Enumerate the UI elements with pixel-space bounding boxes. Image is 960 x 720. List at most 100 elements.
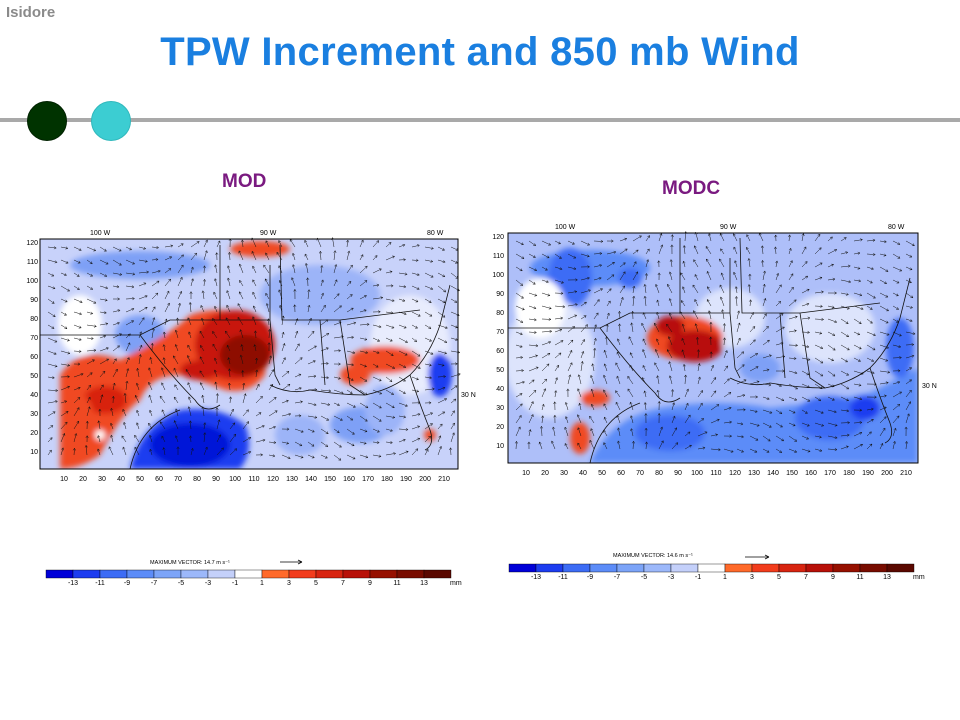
wind-arrow [213, 369, 218, 378]
wind-arrow [681, 338, 686, 346]
wind-arrow [710, 390, 717, 398]
wind-arrow [320, 319, 329, 326]
wind-arrow [385, 337, 393, 342]
wind-arrow [123, 422, 127, 430]
wind-arrow [567, 278, 578, 282]
wind-arrow [307, 454, 315, 459]
wind-arrow [775, 422, 783, 428]
wind-arrow [437, 398, 447, 404]
wind-arrow [762, 396, 770, 400]
wind-arrow [187, 406, 192, 417]
wind-arrow [617, 440, 621, 450]
wind-arrow [892, 279, 900, 284]
svg-text:110: 110 [248, 476, 259, 483]
wind-arrow [255, 412, 262, 417]
wind-arrow [276, 252, 283, 261]
wind-arrow [229, 448, 237, 456]
wind-arrow [554, 279, 564, 284]
svg-text:-11: -11 [95, 580, 105, 587]
wind-arrow [359, 265, 368, 274]
wind-arrow [149, 357, 153, 365]
wind-arrow [60, 285, 70, 292]
wind-arrow [721, 309, 725, 320]
svg-text:110: 110 [710, 470, 721, 477]
wind-arrow [73, 420, 80, 430]
wind-arrow [125, 272, 136, 276]
svg-text:90: 90 [496, 291, 504, 298]
wind-arrow [450, 285, 460, 292]
wind-arrow [73, 337, 82, 341]
wind-arrow [437, 324, 448, 329]
wind-arrow [199, 382, 205, 391]
wind-arrow [528, 344, 539, 348]
wind-arrow [554, 253, 562, 259]
wind-arrow [577, 374, 582, 385]
wind-arrow [214, 357, 218, 365]
wind-arrow [577, 442, 582, 450]
wind-arrow [99, 384, 104, 391]
wind-arrow [619, 285, 625, 294]
wind-arrow [762, 368, 770, 372]
wind-arrow [632, 261, 637, 268]
wind-arrow [788, 287, 794, 294]
wind-arrow [591, 363, 595, 372]
wind-arrow [515, 356, 523, 360]
wind-arrow [671, 389, 675, 398]
wind-arrow [541, 329, 552, 333]
wind-arrow [697, 418, 704, 424]
wind-arrow [47, 411, 56, 417]
wind-arrow [450, 422, 455, 430]
wind-vectors [47, 237, 461, 461]
wind-arrow [73, 324, 82, 329]
wind-arrow [216, 240, 221, 248]
wind-arrow [214, 381, 218, 391]
wind-arrow [73, 386, 81, 391]
wind-arrow [680, 272, 686, 281]
wind-arrow [385, 311, 394, 315]
wind-arrow [241, 370, 245, 378]
svg-text:-1: -1 [232, 580, 238, 587]
wind-arrow [593, 239, 604, 243]
wind-arrow [853, 396, 863, 401]
wind-arrow [840, 370, 849, 376]
svg-text:9: 9 [831, 574, 835, 581]
wind-arrow [86, 298, 97, 304]
wind-arrow [97, 448, 101, 456]
wind-arrow [564, 402, 569, 411]
wind-arrow [151, 269, 161, 274]
wind-arrow [905, 318, 913, 322]
wind-arrow [697, 446, 706, 450]
wind-arrow [307, 441, 315, 447]
svg-text:140: 140 [305, 476, 317, 483]
wind-arrow [47, 272, 55, 277]
wind-arrow [616, 338, 621, 346]
wind-arrow [684, 414, 691, 424]
svg-text:210: 210 [900, 470, 912, 477]
wind-arrow [515, 369, 524, 373]
wind-arrow [719, 258, 725, 268]
wind-arrow [541, 341, 551, 346]
wind-arrow [255, 396, 263, 404]
wind-arrow [73, 311, 82, 316]
wind-arrow [333, 402, 340, 406]
wind-arrow [346, 428, 355, 435]
wind-arrow [86, 396, 91, 404]
wind-arrow [385, 452, 396, 456]
colorbar-swatch [288, 569, 317, 579]
wind-arrow [424, 435, 431, 443]
wind-arrow [359, 363, 367, 368]
wind-arrow [801, 261, 808, 268]
wind-arrow [682, 364, 686, 372]
wind-arrow [515, 331, 523, 336]
wind-arrow [762, 313, 767, 320]
colorbar-swatch [697, 563, 726, 573]
wind-arrow [203, 250, 208, 261]
colorbar-swatch [315, 569, 344, 579]
wind-arrow [226, 290, 231, 300]
wind-arrow [242, 451, 252, 456]
colorbar-swatch [535, 563, 564, 573]
svg-text:30: 30 [98, 476, 106, 483]
wind-arrow [253, 344, 257, 352]
wind-arrow [541, 388, 547, 398]
wind-arrow [228, 238, 232, 248]
